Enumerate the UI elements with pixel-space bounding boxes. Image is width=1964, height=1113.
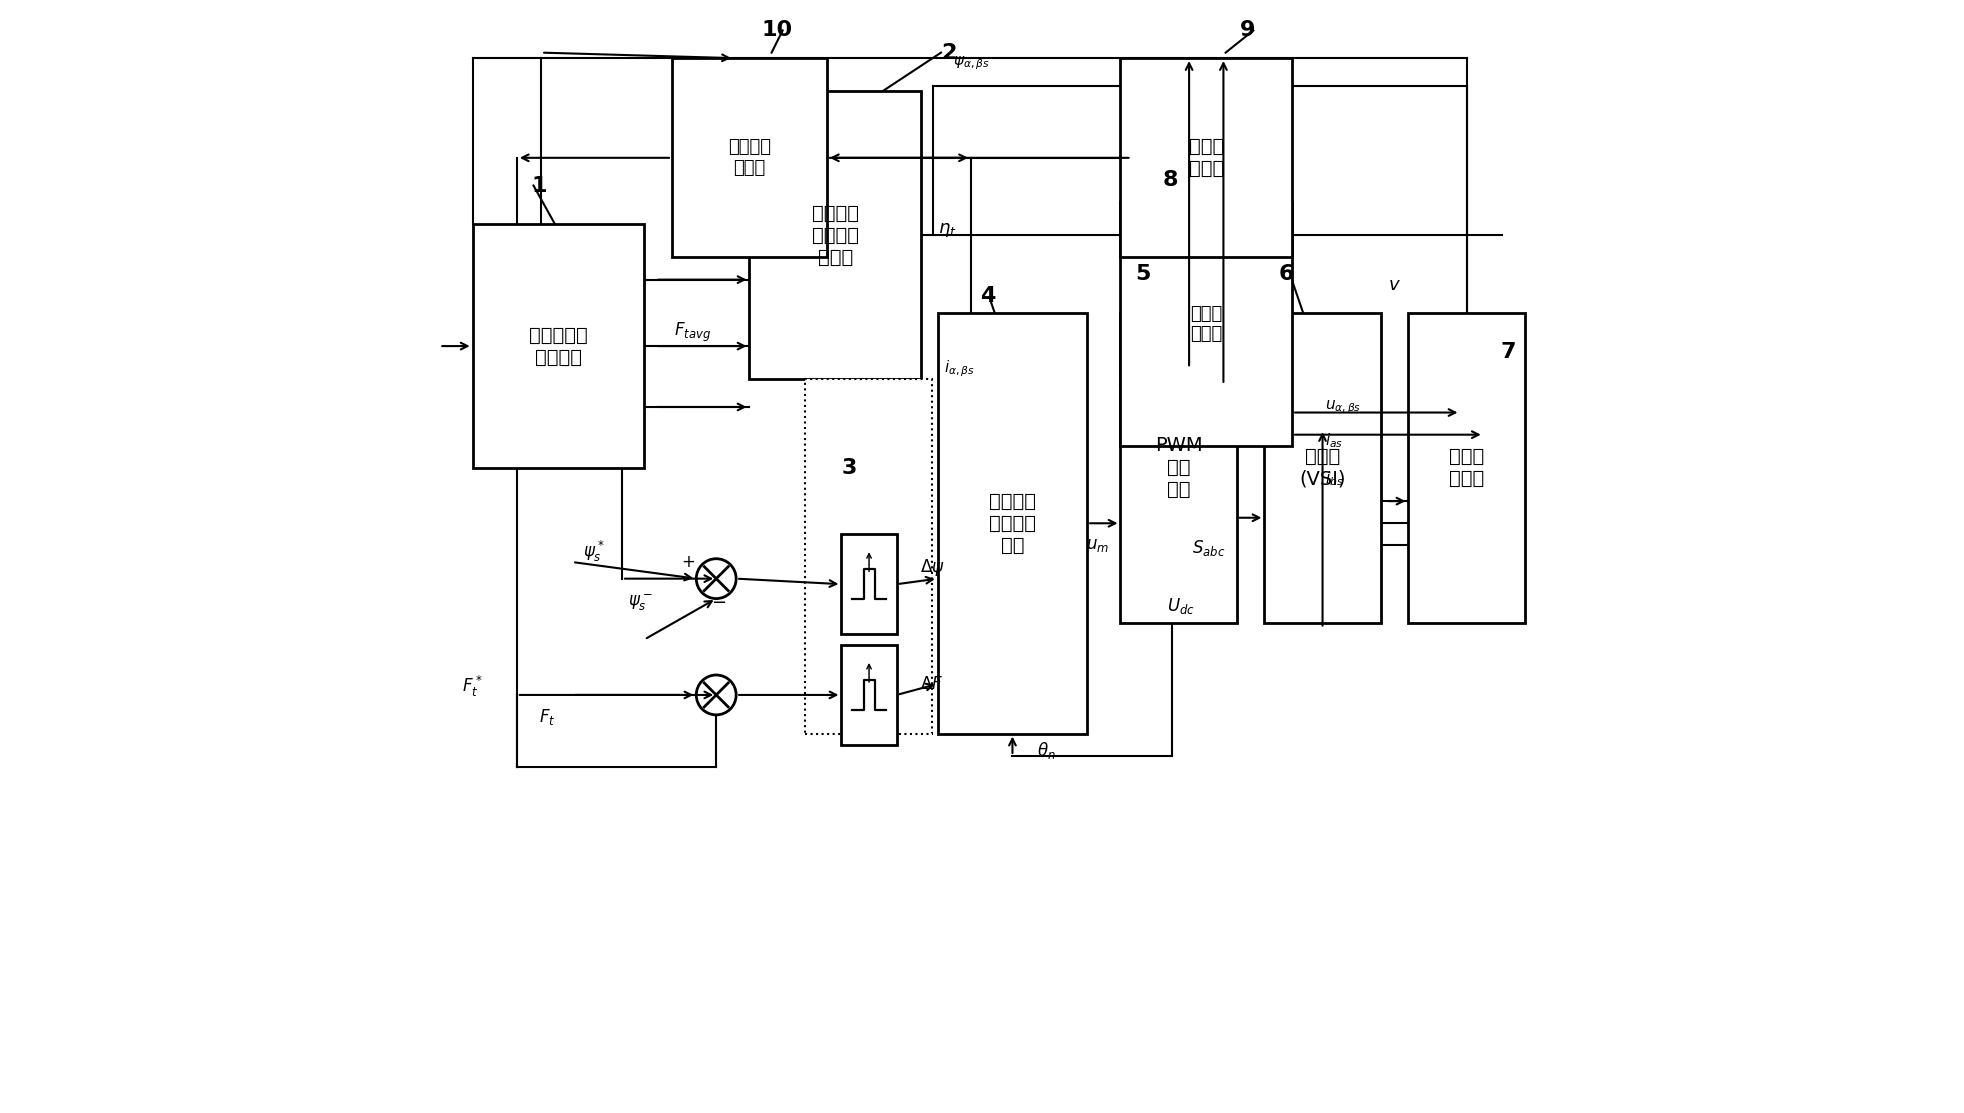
Bar — [1408, 313, 1524, 623]
Text: $\Delta F$: $\Delta F$ — [919, 674, 943, 693]
Text: 5: 5 — [1135, 264, 1151, 284]
Text: $\Delta\psi$: $\Delta\psi$ — [919, 558, 945, 578]
Text: 坐标变
换单元: 坐标变 换单元 — [1190, 305, 1222, 343]
Text: $\eta_t$: $\eta_t$ — [937, 220, 956, 239]
Text: $S_{abc}$: $S_{abc}$ — [1192, 538, 1226, 558]
Text: $\theta_n$: $\theta_n$ — [1037, 740, 1055, 761]
Text: $i_{\alpha,\beta s}$: $i_{\alpha,\beta s}$ — [945, 358, 976, 378]
Text: 10: 10 — [762, 20, 793, 40]
Text: 逆变器开
关控制表
单元: 逆变器开 关控制表 单元 — [990, 492, 1035, 554]
Text: 牵引力观
测单元: 牵引力观 测单元 — [729, 138, 772, 177]
Text: 6: 6 — [1279, 264, 1294, 284]
Text: $\psi_{\alpha,\beta s}$: $\psi_{\alpha,\beta s}$ — [953, 55, 990, 72]
Text: $F_{tavg}$: $F_{tavg}$ — [674, 322, 711, 344]
Text: $U_{dc}$: $U_{dc}$ — [1167, 597, 1196, 617]
Text: $i_{bs}$: $i_{bs}$ — [1326, 470, 1343, 489]
Bar — [473, 224, 644, 467]
Text: $u_m$: $u_m$ — [1086, 536, 1110, 554]
Bar — [841, 534, 898, 634]
Bar — [805, 380, 933, 733]
Text: −: − — [711, 594, 727, 612]
Bar — [672, 58, 827, 257]
Text: 逆变器
(VSI): 逆变器 (VSI) — [1300, 447, 1345, 489]
Text: 减小牵引
力波动算
法单元: 减小牵引 力波动算 法单元 — [811, 204, 858, 267]
Text: $F_t^*$: $F_t^*$ — [462, 673, 481, 699]
Text: +: + — [682, 553, 695, 571]
Text: $i_{as}$: $i_{as}$ — [1326, 431, 1343, 450]
Bar — [937, 313, 1088, 733]
Text: 7: 7 — [1500, 342, 1516, 362]
Text: 直线感
应电机: 直线感 应电机 — [1449, 447, 1485, 489]
Text: $u_{\alpha,\beta s}$: $u_{\alpha,\beta s}$ — [1326, 398, 1361, 416]
Bar — [1119, 203, 1292, 445]
Text: 磁链观
测单元: 磁链观 测单元 — [1188, 137, 1224, 178]
Text: $v$: $v$ — [1389, 276, 1400, 294]
Text: $\psi_s^*$: $\psi_s^*$ — [583, 539, 605, 563]
Text: 8: 8 — [1163, 170, 1178, 190]
Text: 3: 3 — [841, 457, 856, 477]
Bar — [1119, 313, 1237, 623]
Bar — [1265, 313, 1381, 623]
Text: PWM
调制
单元: PWM 调制 单元 — [1155, 436, 1202, 500]
Text: 1: 1 — [532, 176, 546, 196]
Text: 2: 2 — [941, 42, 956, 62]
Bar — [750, 91, 921, 380]
Text: 4: 4 — [980, 286, 996, 306]
Bar — [841, 646, 898, 745]
Bar — [1119, 58, 1292, 257]
Text: $\psi_s^-$: $\psi_s^-$ — [628, 592, 652, 613]
Text: $F_t$: $F_t$ — [538, 707, 556, 727]
Text: 平均牵引力
计算单元: 平均牵引力 计算单元 — [528, 326, 587, 366]
Text: 9: 9 — [1239, 20, 1255, 40]
